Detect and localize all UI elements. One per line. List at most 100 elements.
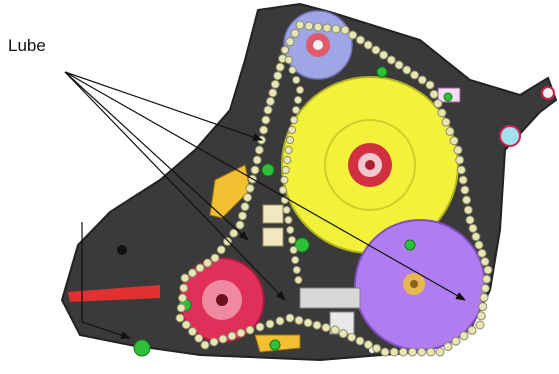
chain-link <box>304 21 314 31</box>
chain-link <box>265 96 275 106</box>
chain-link <box>235 220 245 230</box>
red-gear-shaft <box>216 294 228 306</box>
chain-link <box>285 313 295 323</box>
chain-link <box>437 108 447 118</box>
chain-link <box>287 235 297 245</box>
chain-link <box>480 257 490 267</box>
chain-link <box>203 258 212 268</box>
chain-link <box>435 347 445 357</box>
chain-link <box>238 211 247 221</box>
chain-link <box>280 45 290 55</box>
lube-arrow-2 <box>64 71 249 241</box>
tensioner-arm <box>209 164 251 219</box>
chain-link <box>474 240 484 250</box>
chain-link <box>303 318 313 328</box>
lube-arrow-1 <box>64 71 263 141</box>
chain-link <box>426 347 436 357</box>
lube-arrow-3 <box>64 71 286 301</box>
right-lug-bolt <box>541 86 555 100</box>
chain-link <box>459 331 469 341</box>
chain-link <box>255 322 265 332</box>
chain-link <box>363 40 373 50</box>
bracket-block-2 <box>262 227 284 247</box>
lilac-gear-shaft <box>410 280 418 288</box>
chain-link <box>429 89 439 99</box>
chain-link <box>176 303 186 313</box>
chain-link <box>288 65 297 75</box>
chain-link <box>227 331 237 341</box>
chain-link <box>292 265 301 275</box>
lube-arrow-4 <box>64 71 466 301</box>
chain-link <box>287 125 297 135</box>
chain-link <box>321 323 331 333</box>
chain-link <box>294 275 303 285</box>
green-bolt <box>261 163 275 177</box>
chain-link <box>313 22 323 32</box>
chain-link <box>330 325 340 335</box>
chain-link <box>479 293 489 302</box>
chain-link <box>252 155 262 165</box>
chain-link <box>425 80 435 90</box>
chain-link <box>179 283 189 293</box>
green-bolt <box>269 339 281 351</box>
chain-link <box>283 155 292 165</box>
chain-link <box>331 24 341 34</box>
chain-link <box>380 347 390 357</box>
chain-link <box>379 50 389 60</box>
chain-link <box>265 319 275 329</box>
chain-link <box>240 202 250 212</box>
chain-link <box>322 23 332 33</box>
chain-link <box>250 165 260 175</box>
chain-link <box>471 232 481 242</box>
chain-link <box>482 274 492 284</box>
chain-link <box>417 75 427 85</box>
green-bolt <box>376 66 388 78</box>
chain-link <box>181 320 191 330</box>
chain-link <box>449 136 459 146</box>
chain-link <box>467 325 477 335</box>
chain-link <box>245 325 255 335</box>
chain-link <box>280 175 289 185</box>
chain-link <box>441 117 451 127</box>
chain-link <box>478 302 488 312</box>
chain-link <box>229 228 239 238</box>
chain-link <box>254 145 264 155</box>
chain-link <box>453 145 463 155</box>
lube-label: Lube <box>8 36 46 55</box>
chain-link <box>468 223 478 233</box>
chain-link <box>284 145 293 155</box>
chain-link <box>445 126 455 136</box>
chain-link <box>386 55 396 65</box>
chain-link <box>295 20 305 30</box>
chain-link <box>209 337 219 347</box>
chain-link <box>340 25 350 35</box>
chain-link <box>275 62 285 72</box>
red-stripe <box>68 285 160 302</box>
chain-link <box>480 283 490 293</box>
chain-link <box>355 336 365 346</box>
chain-link <box>285 37 295 47</box>
chain-link <box>243 193 252 202</box>
chain-link <box>218 334 228 344</box>
chain-link <box>451 336 461 346</box>
bracket-block-1 <box>262 204 284 224</box>
chain-link <box>259 125 269 135</box>
chain-link <box>285 135 295 145</box>
large-gear-inner-ring <box>324 119 416 211</box>
chain-link <box>195 263 205 273</box>
chain-link <box>465 215 475 225</box>
chain-link <box>291 105 301 115</box>
chain-link <box>295 85 305 95</box>
chain-link <box>355 35 365 45</box>
chain-link <box>462 195 472 205</box>
chain-link <box>408 347 417 357</box>
chain-link <box>278 185 288 195</box>
chain-link <box>389 347 399 357</box>
chain-link <box>263 105 273 115</box>
chain-link <box>216 245 226 255</box>
chain-link <box>371 45 381 55</box>
chain-link <box>398 347 408 357</box>
chain-link <box>460 185 470 195</box>
